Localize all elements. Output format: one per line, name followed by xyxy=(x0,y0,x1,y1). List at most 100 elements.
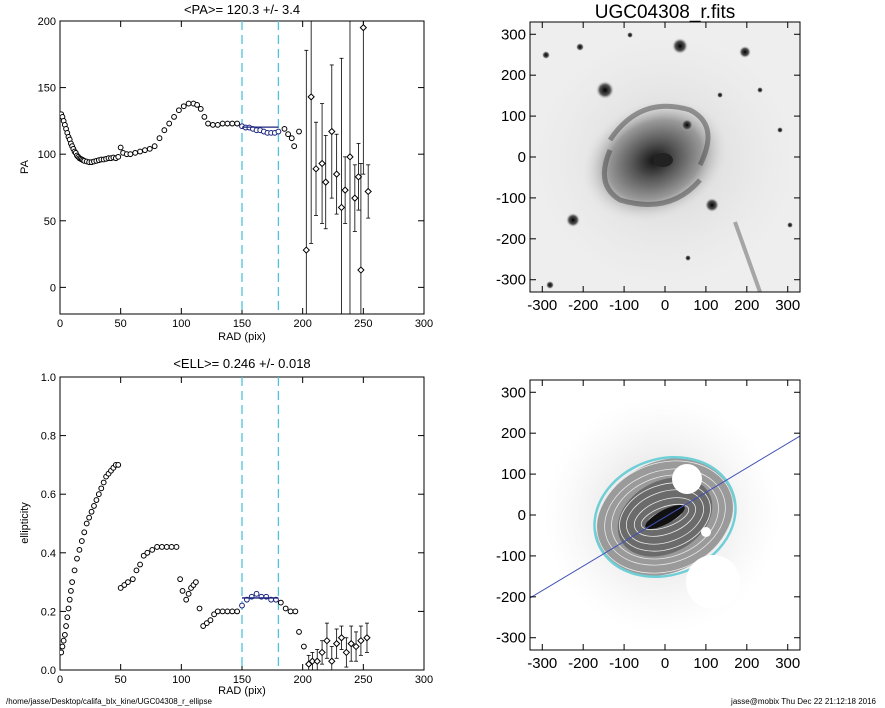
x-tick-label: 100 xyxy=(693,655,718,672)
data-point xyxy=(91,503,97,509)
data-point xyxy=(137,561,143,568)
data-point xyxy=(229,120,236,127)
x-tick-label: 300 xyxy=(775,655,800,672)
data-point xyxy=(209,121,216,128)
data-point xyxy=(337,634,346,642)
data-point xyxy=(197,106,204,112)
data-point xyxy=(357,266,365,274)
ellipse-model-image xyxy=(530,380,800,650)
data-point xyxy=(342,648,351,657)
y-tick-label: 300 xyxy=(501,384,526,401)
footer-file-path: /home/jasse/Desktop/califa_blx_kine/UGC0… xyxy=(6,697,212,706)
data-point xyxy=(88,508,95,515)
data-point xyxy=(219,608,226,615)
data-point xyxy=(200,623,207,629)
data-point xyxy=(328,657,336,665)
data-point xyxy=(219,120,226,127)
data-point xyxy=(154,544,160,550)
data-point xyxy=(359,23,368,32)
data-point xyxy=(129,576,136,583)
data-point xyxy=(229,608,236,615)
data-point xyxy=(166,120,173,127)
data-point xyxy=(322,178,330,186)
data-point xyxy=(282,605,289,612)
data-point xyxy=(125,579,131,585)
x-tick-label: -100 xyxy=(609,655,639,672)
data-point xyxy=(275,128,282,135)
galaxy-image-panel: UGC04308_r.fits -300 -200 -10 xyxy=(496,2,801,314)
data-point xyxy=(168,544,175,550)
x-tick-label: 200 xyxy=(293,674,311,686)
ellipticity-y-axis-label: ellipticity xyxy=(19,502,31,544)
data-point xyxy=(132,149,139,156)
data-point xyxy=(203,620,210,627)
data-point xyxy=(76,546,83,553)
data-point xyxy=(171,113,177,120)
pa-data-points xyxy=(60,21,372,314)
y-tick-label: 0 xyxy=(50,282,56,294)
data-point xyxy=(354,173,363,181)
data-point xyxy=(292,608,299,615)
x-tick-label: 0 xyxy=(57,674,63,686)
data-point xyxy=(291,143,298,150)
data-point xyxy=(133,567,140,574)
y-tick-label: 0.2 xyxy=(41,606,56,618)
data-point xyxy=(144,549,151,556)
y-tick-label: -100 xyxy=(496,548,526,565)
data-point xyxy=(173,544,180,550)
data-point xyxy=(205,120,211,127)
x-tick-label: 50 xyxy=(115,674,127,686)
data-point xyxy=(179,587,186,594)
data-point xyxy=(302,246,311,254)
x-tick-label: 100 xyxy=(172,318,190,330)
data-point xyxy=(194,102,201,108)
ellipticity-plot-title: <ELL>= 0.246 +/- 0.018 xyxy=(173,356,310,371)
y-tick-label: 0 xyxy=(518,507,526,524)
x-tick-label: 150 xyxy=(233,674,251,686)
position-angle-line xyxy=(530,435,800,599)
galaxy-image-title: UGC04308_r.fits xyxy=(595,2,735,23)
data-point xyxy=(363,634,371,642)
data-point xyxy=(288,135,295,142)
data-point xyxy=(214,121,221,128)
x-tick-label: 200 xyxy=(734,297,759,314)
data-point xyxy=(281,125,288,132)
y-tick-label: -200 xyxy=(496,589,526,606)
pa-window-lines xyxy=(241,21,280,314)
data-point xyxy=(239,602,245,609)
data-point xyxy=(146,145,153,152)
data-point xyxy=(207,617,214,624)
data-point xyxy=(318,648,326,657)
y-tick-label: -300 xyxy=(496,272,526,289)
x-tick-label: 0 xyxy=(661,297,669,314)
data-point xyxy=(100,479,107,486)
x-tick-label: 100 xyxy=(172,674,190,686)
y-tick-label: 0.8 xyxy=(41,431,56,443)
data-point xyxy=(323,636,331,645)
data-point xyxy=(156,135,163,142)
y-tick-label: 200 xyxy=(501,67,526,84)
outer-isophote-ellipse xyxy=(593,455,737,579)
data-point xyxy=(183,596,190,603)
data-point xyxy=(192,579,199,585)
x-tick-label: -300 xyxy=(527,297,557,314)
data-point xyxy=(277,599,284,606)
data-point xyxy=(196,605,203,612)
x-tick-label: -200 xyxy=(568,655,598,672)
data-point xyxy=(307,93,315,101)
data-point xyxy=(296,629,302,635)
data-point xyxy=(234,608,241,615)
data-point xyxy=(117,585,124,591)
data-point xyxy=(211,611,217,618)
y-tick-label: 0.4 xyxy=(41,548,56,560)
data-point xyxy=(346,153,354,161)
data-point xyxy=(347,639,355,648)
ellipticity-data-points xyxy=(60,462,371,670)
data-point xyxy=(285,131,292,138)
data-point xyxy=(60,643,66,650)
y-tick-label: -300 xyxy=(496,630,526,647)
data-point xyxy=(332,639,341,648)
data-point xyxy=(142,147,148,154)
data-point xyxy=(60,649,65,656)
